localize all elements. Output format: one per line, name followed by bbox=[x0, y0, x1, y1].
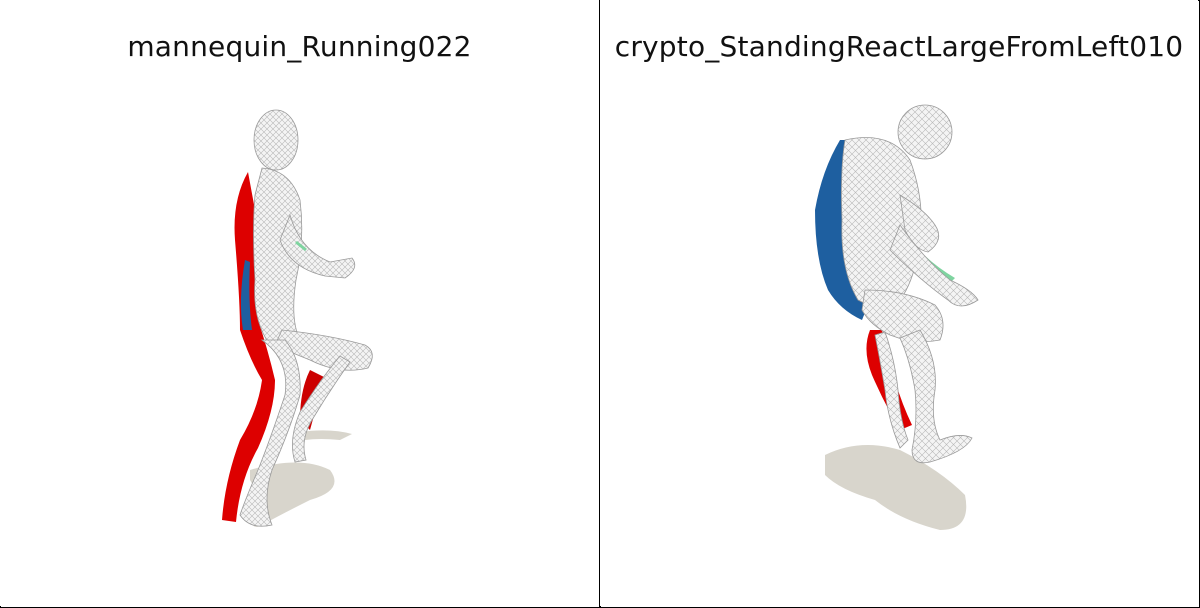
blue-overlay bbox=[240, 260, 252, 330]
hips bbox=[861, 289, 944, 343]
lower-leg-front bbox=[292, 355, 351, 463]
arm bbox=[279, 213, 356, 279]
ground-shadow-arm bbox=[300, 430, 352, 440]
arm-far bbox=[889, 224, 979, 307]
reacting-crypto-render bbox=[815, 104, 979, 530]
upper-leg-front bbox=[274, 329, 373, 371]
green-hand-accent bbox=[295, 240, 307, 252]
running-mannequin-render bbox=[222, 109, 373, 527]
leg-back bbox=[874, 331, 909, 449]
head bbox=[253, 109, 299, 171]
leg-front bbox=[899, 329, 973, 464]
panel-left: mannequin_Running022 bbox=[0, 0, 599, 606]
ground-shadow bbox=[825, 445, 967, 530]
ground-shadow bbox=[250, 462, 335, 527]
head bbox=[897, 104, 953, 160]
panel-left-title: mannequin_Running022 bbox=[127, 30, 472, 63]
back-leg bbox=[239, 339, 301, 527]
panel-right-title: crypto_StandingReactLargeFromLeft010 bbox=[614, 30, 1184, 63]
panel-right: crypto_StandingReactLargeFromLeft010 bbox=[600, 0, 1198, 606]
torso bbox=[253, 167, 303, 346]
red-overlay bbox=[222, 172, 275, 522]
